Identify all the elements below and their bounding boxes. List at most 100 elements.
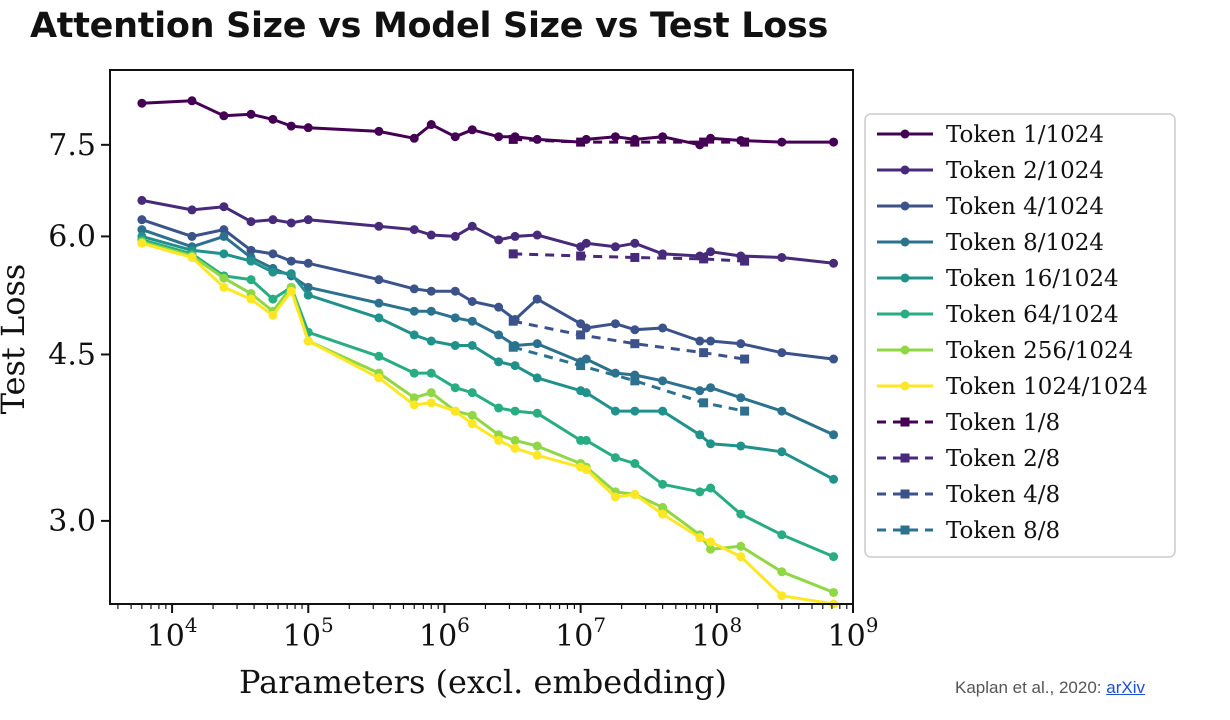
data-point xyxy=(450,132,460,142)
data-point xyxy=(450,286,460,296)
data-point xyxy=(630,339,640,349)
data-point xyxy=(137,225,147,235)
legend-item-token-4-1024: Token 4/1024 xyxy=(877,194,1104,220)
legend-label: Token 8/1024 xyxy=(946,230,1104,256)
data-point xyxy=(219,111,229,121)
data-point xyxy=(581,238,591,248)
data-point xyxy=(494,330,504,340)
data-point xyxy=(699,254,709,264)
data-point xyxy=(219,202,229,212)
data-point xyxy=(706,133,716,143)
data-point xyxy=(581,388,591,398)
data-point xyxy=(736,541,746,551)
plot-series xyxy=(137,96,839,609)
source-note: Kaplan et al., 2020: arXiv xyxy=(955,678,1145,698)
data-point xyxy=(374,275,384,285)
data-point xyxy=(508,316,518,326)
legend-item-token-16-1024: Token 16/1024 xyxy=(877,266,1119,292)
data-point xyxy=(219,225,229,235)
series-token-2-1024 xyxy=(137,195,839,268)
data-point xyxy=(740,137,750,147)
data-point xyxy=(286,256,296,266)
data-point xyxy=(426,230,436,240)
data-point xyxy=(467,221,477,231)
data-point xyxy=(630,137,640,147)
data-point xyxy=(137,238,147,248)
data-point xyxy=(467,316,477,326)
data-point xyxy=(630,325,640,335)
data-point xyxy=(658,249,668,259)
series-line-token-1024-1024 xyxy=(141,241,834,606)
legend-label: Token 1024/1024 xyxy=(946,374,1148,400)
data-point xyxy=(706,336,716,346)
data-point xyxy=(374,221,384,231)
data-point xyxy=(303,290,313,300)
data-point xyxy=(426,398,436,408)
data-point xyxy=(508,249,518,259)
data-point xyxy=(736,339,746,349)
data-point xyxy=(467,410,477,420)
data-point xyxy=(450,340,460,350)
series-token-256-1024 xyxy=(137,237,839,597)
legend-marker xyxy=(900,309,910,319)
data-point xyxy=(532,230,542,240)
data-point xyxy=(610,132,620,142)
data-point xyxy=(426,120,436,130)
data-point xyxy=(409,133,419,143)
data-point xyxy=(303,336,313,346)
source-text: Kaplan et al., 2020: xyxy=(955,678,1107,697)
data-point xyxy=(426,336,436,346)
data-point xyxy=(829,474,839,484)
data-point xyxy=(610,319,620,329)
data-point xyxy=(695,533,705,543)
data-point xyxy=(581,323,591,333)
data-point xyxy=(777,406,787,416)
data-point xyxy=(736,393,746,403)
data-point xyxy=(630,376,640,386)
data-point xyxy=(658,509,668,519)
data-point xyxy=(409,284,419,294)
data-point xyxy=(409,330,419,340)
data-point xyxy=(630,459,640,469)
data-point xyxy=(467,419,477,429)
data-point xyxy=(581,465,591,475)
data-point xyxy=(467,340,477,350)
data-point xyxy=(576,137,586,147)
data-point xyxy=(740,406,750,416)
legend-marker xyxy=(900,525,910,535)
arxiv-link[interactable]: arXiv xyxy=(1106,678,1145,697)
data-point xyxy=(374,351,384,361)
data-point xyxy=(510,231,520,241)
data-point xyxy=(706,383,716,393)
legend-item-token-1-1024: Token 1/1024 xyxy=(877,122,1104,148)
data-point xyxy=(829,354,839,364)
data-point xyxy=(740,354,750,364)
data-point xyxy=(736,552,746,562)
data-point xyxy=(268,215,278,225)
data-point xyxy=(219,231,229,241)
series-token-4-8 xyxy=(508,316,750,364)
data-point xyxy=(706,537,716,547)
legend-marker xyxy=(900,453,910,463)
data-point xyxy=(374,313,384,323)
data-point xyxy=(658,479,668,489)
data-point xyxy=(508,342,518,352)
data-point xyxy=(736,509,746,519)
legend-item-token-64-1024: Token 64/1024 xyxy=(877,302,1119,328)
data-point xyxy=(246,294,256,304)
data-point xyxy=(494,235,504,245)
data-point xyxy=(268,310,278,320)
data-point xyxy=(777,591,787,601)
data-point xyxy=(777,252,787,262)
data-point xyxy=(658,406,668,416)
legend-marker xyxy=(900,237,910,247)
data-point xyxy=(829,258,839,268)
data-point xyxy=(494,132,504,142)
data-point xyxy=(450,313,460,323)
data-point xyxy=(450,383,460,393)
data-point xyxy=(137,215,147,225)
data-point xyxy=(706,483,716,493)
y-tick-label: 4.5 xyxy=(48,337,96,372)
data-point xyxy=(268,267,278,277)
data-point xyxy=(532,408,542,418)
